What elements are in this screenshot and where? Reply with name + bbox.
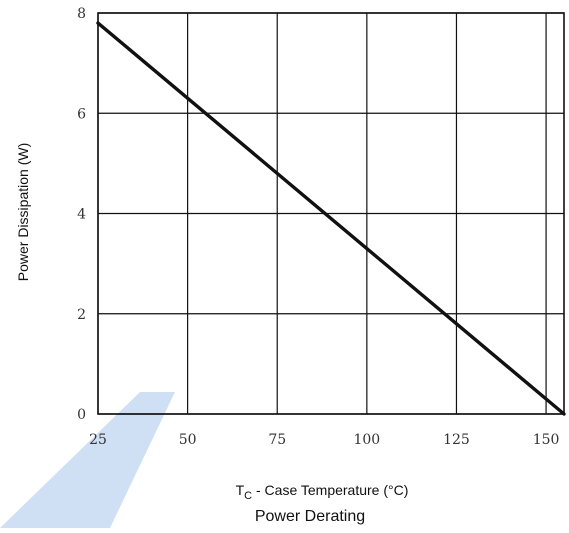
x-tick-label: 25 xyxy=(89,432,107,448)
series-line xyxy=(96,21,566,416)
x-tick-label: 125 xyxy=(443,432,470,448)
x-tick-labels: 25 50 75 100 125 150 xyxy=(89,432,559,448)
x-tick-label: 150 xyxy=(533,432,560,448)
y-tick-label: 2 xyxy=(77,307,86,323)
y-tick-label: 0 xyxy=(77,407,86,423)
x-tick-label: 100 xyxy=(353,432,380,448)
y-tick-labels: 0 2 4 6 8 xyxy=(77,6,86,423)
series-layer xyxy=(96,21,566,416)
x-tick-label: 50 xyxy=(179,432,197,448)
y-axis-label: Power Dissipation (W) xyxy=(15,143,31,281)
y-tick-label: 8 xyxy=(77,6,86,22)
watermark-stripe xyxy=(0,392,175,528)
x-tick-label: 75 xyxy=(268,432,286,448)
y-tick-label: 4 xyxy=(77,207,86,223)
plot-frame xyxy=(97,12,565,415)
chart-title: Power Derating xyxy=(255,508,365,525)
x-axis-label: TC - Case Temperature (°C) xyxy=(236,482,409,502)
y-tick-label: 6 xyxy=(77,106,86,122)
